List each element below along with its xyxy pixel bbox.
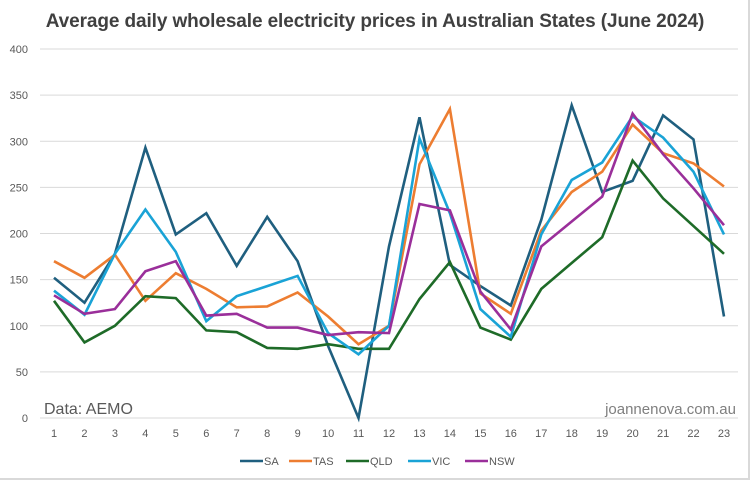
x-tick-label: 16 (505, 428, 517, 440)
y-tick-label: 300 (10, 136, 28, 148)
legend-label-tas: TAS (313, 456, 334, 468)
x-axis-ticks: 1 2 3 4 5 6 7 8 9 10 11 12 13 14 15 16 17 18 19 20 21 22 23 (51, 428, 730, 440)
source-annotation: Data: AEMO (44, 401, 133, 418)
x-tick-label: 23 (718, 428, 730, 440)
y-tick-label: 100 (10, 321, 28, 333)
x-tick-label: 22 (687, 428, 699, 440)
y-tick-label: 350 (10, 90, 28, 102)
x-tick-label: 20 (627, 428, 639, 440)
y-tick-label: 200 (10, 229, 28, 241)
x-tick-label: 15 (474, 428, 486, 440)
series-line-tas (53, 105, 725, 346)
x-tick-label: 3 (112, 428, 118, 440)
x-tick-label: 10 (322, 428, 334, 440)
y-tick-label: 150 (10, 275, 28, 287)
y-tick-label: 50 (16, 367, 28, 379)
x-tick-label: 17 (535, 428, 547, 440)
y-tick-label: 400 (10, 44, 28, 56)
y-tick-label: 250 (10, 182, 28, 194)
x-tick-label: 18 (566, 428, 578, 440)
x-tick-label: 9 (295, 428, 301, 440)
x-tick-label: 11 (353, 428, 364, 440)
x-tick-label: 14 (444, 428, 456, 440)
y-tick-label: 0 (22, 413, 28, 425)
chart-title: Average daily wholesale electricity pric… (45, 11, 705, 32)
x-tick-label: 5 (173, 428, 179, 440)
series-line-nsw (53, 110, 726, 337)
series-line-vic (53, 114, 726, 356)
y-axis-ticks: 0 50 100 150 200 250 300 350 400 (10, 44, 28, 425)
legend-label-sa: SA (264, 456, 279, 468)
x-tick-label: 8 (264, 428, 270, 440)
series-line-qld (52, 158, 725, 351)
x-tick-label: 12 (383, 428, 395, 440)
x-tick-label: 13 (413, 428, 425, 440)
legend: SA TAS QLD VIC NSW (240, 456, 515, 468)
x-tick-label: 2 (81, 428, 87, 440)
legend-label-qld: QLD (370, 456, 393, 468)
legend-label-nsw: NSW (489, 456, 515, 468)
x-tick-label: 6 (203, 428, 209, 440)
legend-label-vic: VIC (432, 456, 450, 468)
x-tick-label: 7 (234, 428, 240, 440)
x-tick-label: 1 (51, 428, 57, 440)
x-tick-label: 4 (142, 428, 148, 440)
x-tick-label: 21 (657, 428, 669, 440)
series-lines (52, 100, 726, 423)
credit-annotation: joannenova.com.au (604, 401, 736, 418)
gridlines (40, 48, 738, 419)
series-line-sa (53, 100, 726, 423)
x-tick-label: 19 (596, 428, 608, 440)
